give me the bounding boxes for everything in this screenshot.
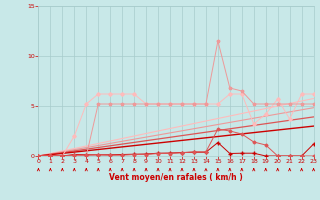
X-axis label: Vent moyen/en rafales ( km/h ): Vent moyen/en rafales ( km/h ): [109, 173, 243, 182]
